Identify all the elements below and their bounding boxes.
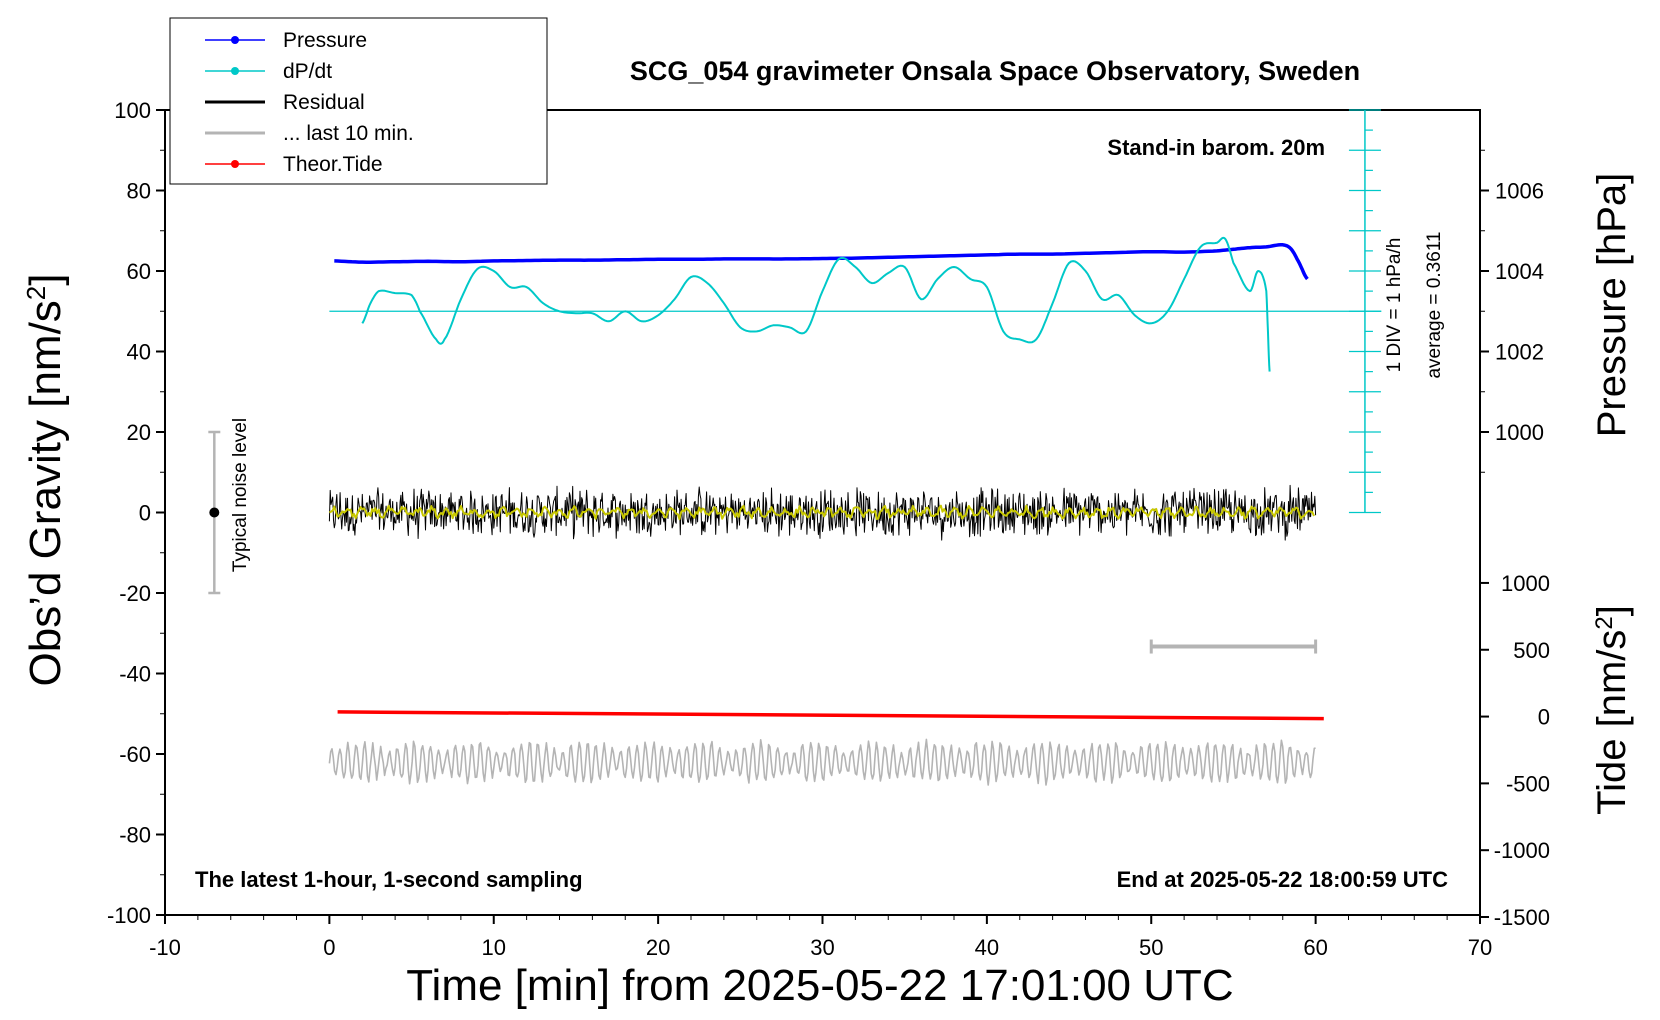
y-tick-label: 0 (139, 501, 151, 526)
x-tick-label: -10 (149, 935, 181, 960)
dpdt-series (361, 236, 1271, 372)
y-tick-label: 40 (127, 340, 151, 365)
y-axis-label: Obs’d Gravity [nm/s2] (21, 273, 70, 686)
tide-tick-label: 0 (1538, 705, 1550, 730)
tide-axis-label-sup: 2 (1591, 616, 1618, 629)
y-tick-label: -100 (107, 903, 151, 928)
tide-tick-label: 1000 (1501, 571, 1550, 596)
legend-label: ... last 10 min. (283, 122, 414, 145)
pressure-tick-label: 1004 (1495, 259, 1544, 284)
noise-bar-center-dot (209, 507, 220, 518)
legend-label: Residual (283, 91, 365, 114)
end-at-note: End at 2025-05-22 18:00:59 UTC (1117, 867, 1448, 892)
tide-tick-label: -500 (1506, 771, 1550, 796)
tide-tick-label: -1000 (1494, 838, 1550, 863)
pressure-series (334, 243, 1309, 281)
x-tick-label: 20 (646, 935, 670, 960)
scale-div-note: 1 DIV = 1 hPa/h (1384, 238, 1405, 373)
pressure-tick-label: 1002 (1495, 340, 1544, 365)
y-axis-label-sup: 2 (21, 286, 51, 300)
latest-note: The latest 1-hour, 1-second sampling (195, 867, 583, 892)
noise-note: Typical noise level (230, 418, 251, 572)
series-layer (208, 109, 1382, 786)
last-10min-series (328, 738, 1316, 786)
y-tick-label: -20 (119, 581, 151, 606)
smoothed-residual-series (328, 504, 1315, 521)
x-tick-label: 70 (1468, 935, 1492, 960)
x-axis-label: Time [min] from 2025-05-22 17:01:00 UTC (406, 961, 1233, 1010)
theor-tide-series (337, 710, 1324, 721)
chart-title: SCG_054 gravimeter Onsala Space Observat… (630, 56, 1360, 86)
y-tick-label: 100 (114, 98, 151, 123)
legend: Pressure dP/dt Residual ... last 10 min. The… (169, 17, 548, 185)
average-note: average = 0.3611 (1424, 231, 1445, 378)
pressure-tick-label: 1000 (1495, 420, 1544, 445)
y-tick-label: -60 (119, 742, 151, 767)
legend-marker (231, 160, 239, 168)
y-tick-label: 80 (127, 179, 151, 204)
y-tick-label: -40 (119, 662, 151, 687)
tide-tick-label: 500 (1513, 638, 1550, 663)
x-tick-label: 30 (810, 935, 834, 960)
x-tick-label: 40 (975, 935, 999, 960)
pressure-axis-label: Pressure [hPa] (1590, 173, 1634, 438)
y-tick-label: 60 (127, 259, 151, 284)
y-tick-label: 20 (127, 420, 151, 445)
axis-layer: -10 0 10 20 30 40 50 60 70100806040200-20-40-60-… (107, 98, 1550, 960)
tide-tick-label: -1500 (1494, 905, 1550, 930)
legend-label: Theor.Tide (283, 153, 383, 176)
y-tick-label: -80 (119, 823, 151, 848)
tide-axis-label: Tide [nm/s2] (1590, 605, 1634, 815)
legend-marker (231, 67, 239, 75)
x-tick-label: 10 (482, 935, 506, 960)
residual-series (328, 484, 1317, 541)
barometer-note: Stand-in barom. 20m (1107, 135, 1325, 160)
x-tick-label: 0 (323, 935, 335, 960)
legend-label: Pressure (283, 29, 367, 52)
x-tick-label: 50 (1139, 935, 1163, 960)
legend-label: dP/dt (283, 60, 332, 83)
x-tick-label: 60 (1303, 935, 1327, 960)
pressure-tick-label: 1006 (1495, 179, 1544, 204)
legend-marker (231, 36, 239, 44)
